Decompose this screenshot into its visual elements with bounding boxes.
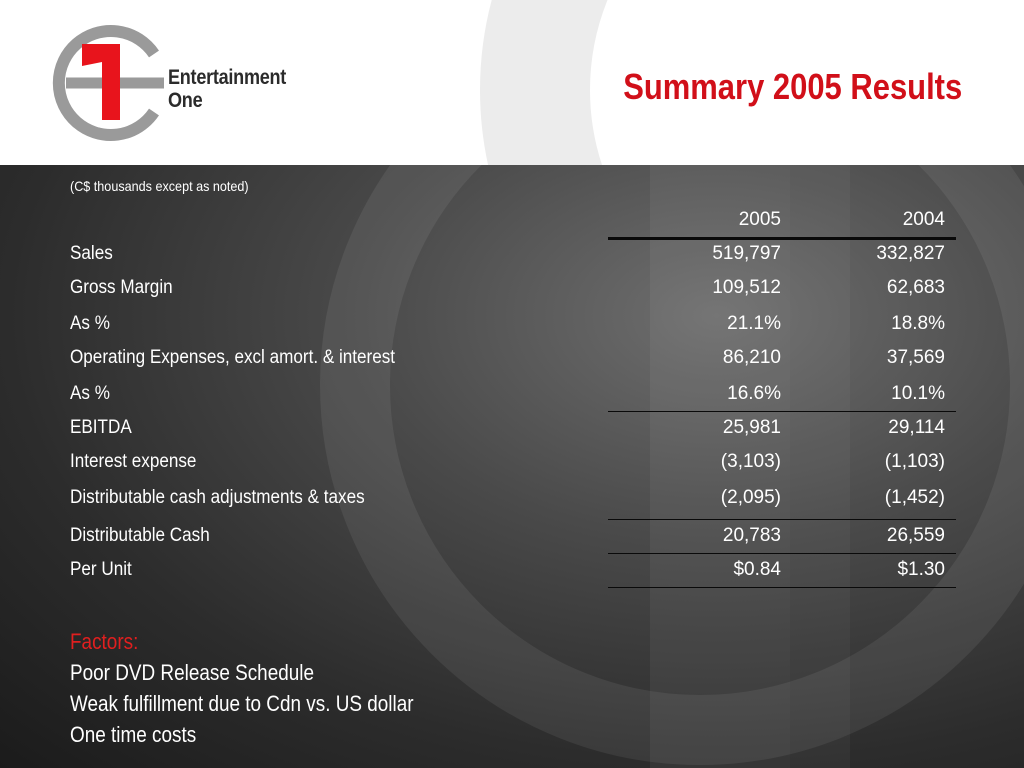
value-2004: (1,103) xyxy=(884,451,945,472)
logo-wordmark: Entertainment One xyxy=(168,66,286,112)
table-row: Distributable cash adjustments & taxes (… xyxy=(0,481,1024,515)
slide-title: Summary 2005 Results xyxy=(622,66,962,107)
value-2005: 86,210 xyxy=(722,347,781,368)
factors-section: Factors: Poor DVD Release Schedule Weak … xyxy=(70,627,469,750)
per-unit-divider xyxy=(608,553,956,554)
logo-line-2: One xyxy=(168,89,203,112)
header-divider xyxy=(608,237,956,240)
row-label: Distributable cash adjustments & taxes xyxy=(70,487,365,508)
background-arc xyxy=(480,0,1024,165)
table-row: Sales 519,797 332,827 xyxy=(0,237,1024,271)
factor-item: Poor DVD Release Schedule xyxy=(70,660,314,685)
logo-e-mark-icon xyxy=(52,25,164,141)
table-row: Interest expense (3,103) (1,103) xyxy=(0,445,1024,479)
units-note: (C$ thousands except as noted) xyxy=(70,178,249,194)
row-label: Distributable Cash xyxy=(70,525,210,546)
table-row: Per Unit $0.84 $1.30 xyxy=(0,553,1024,587)
table-bottom-divider xyxy=(608,587,956,588)
entertainment-one-logo xyxy=(36,22,316,144)
row-label: As % xyxy=(70,383,110,404)
row-label: Interest expense xyxy=(70,451,197,472)
value-2005: 519,797 xyxy=(712,243,781,264)
column-header-2004: 2004 xyxy=(902,209,945,230)
panel-background-bar xyxy=(650,165,790,768)
row-label: Sales xyxy=(70,243,113,264)
value-2005: $0.84 xyxy=(733,559,781,580)
table-row: Gross Margin 109,512 62,683 xyxy=(0,271,1024,305)
value-2004: $1.30 xyxy=(897,559,945,580)
value-2005: 21.1% xyxy=(727,313,781,334)
table-row: EBITDA 25,981 29,114 xyxy=(0,411,1024,445)
value-2004: 29,114 xyxy=(888,417,945,438)
value-2004: 26,559 xyxy=(886,525,945,546)
value-2004: 332,827 xyxy=(876,243,945,264)
column-header-2005: 2005 xyxy=(738,209,781,230)
row-label: As % xyxy=(70,313,110,334)
subtotal-divider xyxy=(608,411,956,412)
value-2005: (3,103) xyxy=(720,451,781,472)
value-2005: 25,981 xyxy=(722,417,781,438)
factors-title: Factors: xyxy=(70,629,139,654)
table-row: As % 21.1% 18.8% xyxy=(0,307,1024,341)
value-2005: 16.6% xyxy=(727,383,781,404)
row-label: Per Unit xyxy=(70,559,132,580)
value-2004: 62,683 xyxy=(886,277,945,298)
total-divider xyxy=(608,519,956,520)
table-header-row: 2005 2004 xyxy=(0,203,1024,237)
row-label: EBITDA xyxy=(70,417,132,438)
value-2004: 10.1% xyxy=(891,383,945,404)
table-row: Operating Expenses, excl amort. & intere… xyxy=(0,341,1024,375)
row-label: Operating Expenses, excl amort. & intere… xyxy=(70,347,396,368)
factor-item: Weak fulfillment due to Cdn vs. US dolla… xyxy=(70,691,414,716)
value-2004: 18.8% xyxy=(891,313,945,334)
value-2005: (2,095) xyxy=(720,487,781,508)
table-row: Distributable Cash 20,783 26,559 xyxy=(0,519,1024,553)
factor-item: One time costs xyxy=(70,722,197,747)
value-2004: (1,452) xyxy=(884,487,945,508)
value-2004: 37,569 xyxy=(886,347,945,368)
slide-header: Entertainment One Summary 2005 Results xyxy=(0,0,1024,165)
logo-line-1: Entertainment xyxy=(168,66,287,89)
value-2005: 109,512 xyxy=(712,277,781,298)
table-row: As % 16.6% 10.1% xyxy=(0,377,1024,411)
value-2005: 20,783 xyxy=(722,525,781,546)
row-label: Gross Margin xyxy=(70,277,173,298)
content-panel: (C$ thousands except as noted) 2005 2004… xyxy=(0,165,1024,768)
